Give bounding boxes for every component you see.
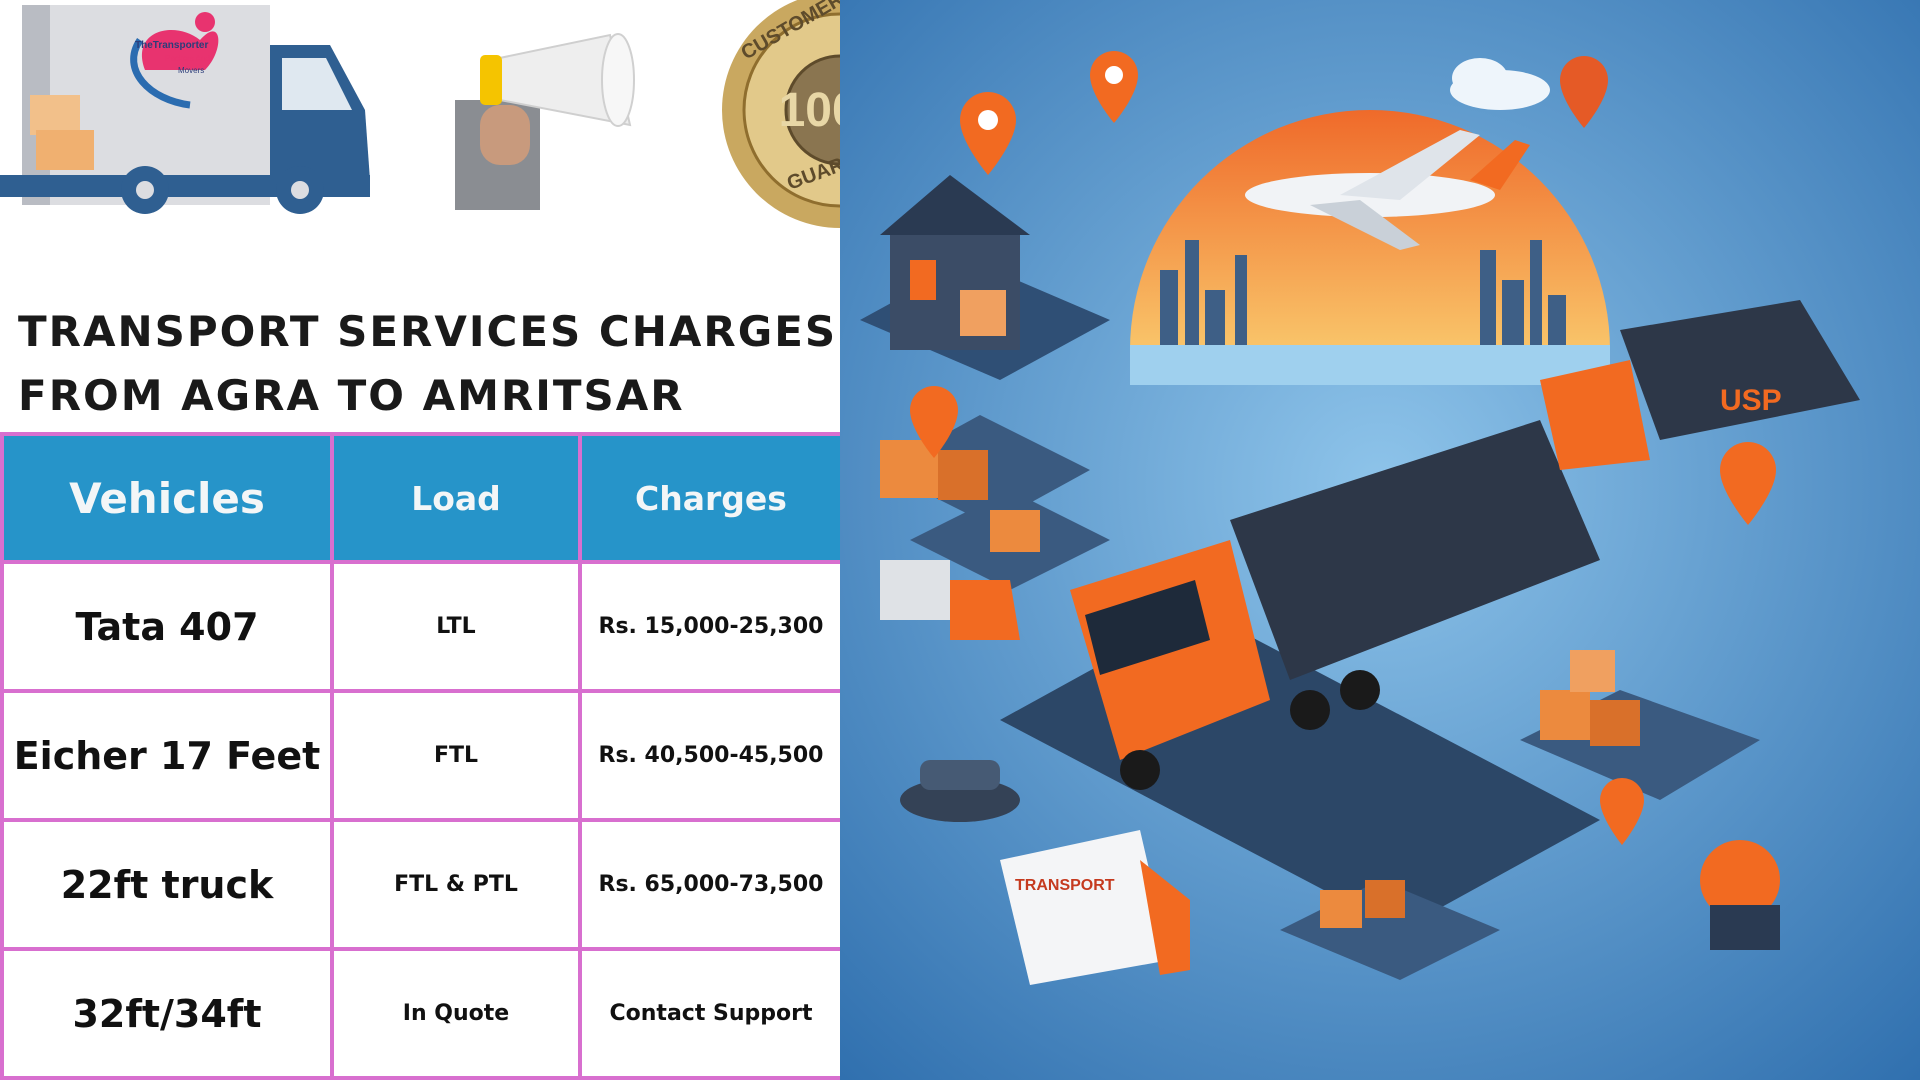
svg-text:Movers: Movers <box>178 66 204 75</box>
svg-text:Packers And: Packers And <box>165 54 210 63</box>
svg-text:USP: USP <box>1720 384 1782 417</box>
delivery-worker-icon <box>1700 840 1780 950</box>
svg-text:TheTransporter: TheTransporter <box>135 40 208 51</box>
charges-cell: Rs. 40,500-45,500 <box>578 689 840 822</box>
load-cell: In Quote <box>330 947 582 1080</box>
car-icon <box>900 760 1020 822</box>
load-cell: LTL <box>330 560 582 693</box>
svg-text:TRANSPORT: TRANSPORT <box>1015 877 1115 894</box>
charges-table: Vehicles Load Charges Tata 407 LTL Rs. 1… <box>0 432 840 1080</box>
page-title: Transport Services Charges From Agra to … <box>18 300 838 428</box>
charges-cell: Contact Support <box>578 947 840 1080</box>
charges-cell: Rs. 15,000-25,300 <box>578 560 840 693</box>
delivery-van-icon: TRANSPORT <box>1000 830 1190 985</box>
table-row: Tata 407 LTL Rs. 15,000-25,300 <box>0 560 840 693</box>
top-illustrations: TheTransporter Packers And Movers 100% C… <box>0 0 840 228</box>
vehicle-cell: 22ft truck <box>0 818 334 951</box>
usp-truck-icon: USP <box>1540 300 1860 470</box>
vehicle-cell: Eicher 17 Feet <box>0 689 334 822</box>
title-line-1: Transport Services Charges <box>18 307 838 356</box>
semi-truck-icon <box>1000 420 1600 930</box>
logistics-scene: USP TRANSPORT <box>840 0 1920 1080</box>
load-cell: FTL <box>330 689 582 822</box>
header-load: Load <box>330 432 582 564</box>
svg-text:100%: 100% <box>779 84 840 137</box>
company-logo: TheTransporter Packers And Movers <box>130 12 219 109</box>
moving-truck-icon <box>0 5 370 214</box>
header-charges: Charges <box>578 432 840 564</box>
vehicle-cell: 32ft/34ft <box>0 947 334 1080</box>
title-line-2: From Agra to Amritsar <box>18 371 685 420</box>
warehouse-icon <box>860 175 1110 380</box>
cargo-boxes-icon <box>1280 650 1760 980</box>
cloud-icon <box>1450 58 1550 110</box>
table-row: Eicher 17 Feet FTL Rs. 40,500-45,500 <box>0 689 840 822</box>
logistics-illustration: USP TRANSPORT <box>840 0 1920 1080</box>
left-panel: TheTransporter Packers And Movers 100% C… <box>0 0 840 1080</box>
orange-van-icon <box>880 560 1020 640</box>
load-cell: FTL & PTL <box>330 818 582 951</box>
table-row: 22ft truck FTL & PTL Rs. 65,000-73,500 <box>0 818 840 951</box>
vehicle-cell: Tata 407 <box>0 560 334 693</box>
table-row: 32ft/34ft In Quote Contact Support <box>0 947 840 1080</box>
location-pin-icon <box>910 51 1776 845</box>
table-header-row: Vehicles Load Charges <box>0 432 840 564</box>
megaphone-icon <box>455 33 635 210</box>
satisfaction-seal-icon: 100% CUSTOMER SATISFACTION GUARANTEE <box>722 0 840 228</box>
header-vehicles: Vehicles <box>0 432 334 564</box>
charges-cell: Rs. 65,000-73,500 <box>578 818 840 951</box>
airplane-icon <box>1245 130 1530 250</box>
